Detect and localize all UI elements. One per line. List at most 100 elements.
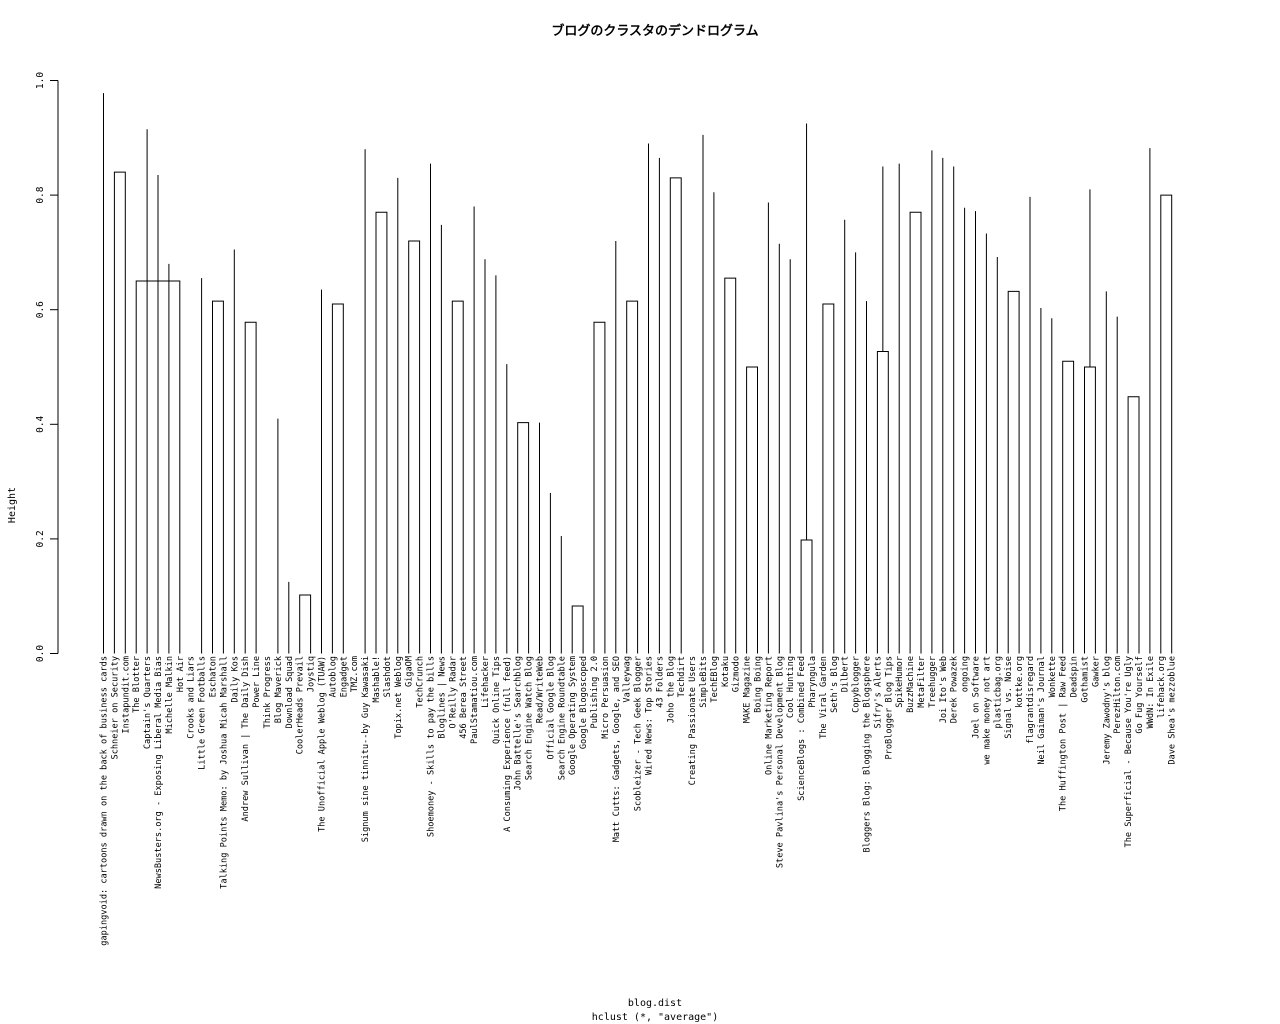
chart-title: ブログのクラスタのデンドログラム	[551, 23, 758, 39]
dendrogram-link	[113, 171, 126, 654]
dendrogram-link	[571, 605, 584, 654]
dendrogram-link	[626, 300, 639, 654]
leaf-label: Instapundit.com	[121, 656, 131, 734]
leaf-label: kottke.org	[1015, 656, 1025, 708]
leaf-label: TechCrunch	[416, 656, 426, 708]
leaf-label: Jeremy Zawodny's blog	[1102, 656, 1112, 765]
leaf-label: Joel on Software	[972, 656, 982, 739]
leaf-label: Treehugger	[928, 656, 938, 708]
y-tick-label: 0.4	[35, 415, 46, 432]
leaf-label: A Consuming Experience (full feed)	[503, 656, 513, 832]
leaf-label: Cool Hunting	[786, 656, 796, 718]
leaf-label: ongoing	[961, 656, 971, 692]
leaf-label: Sifry's Alerts	[873, 656, 883, 728]
leaf-label: Joystiq	[307, 656, 317, 692]
leaf-label: Andrew Sullivan | The Daily Dish	[241, 656, 251, 822]
y-axis: 0.0 0.2 0.4 0.6 0.8 1.0	[35, 72, 59, 662]
leaf-label: NewsBusters.org - Exposing Liberal Media…	[154, 656, 164, 889]
leaf-label: Bloggers Blog: Blogging the Blogsphere	[863, 656, 873, 853]
leaf-label: Signal vs. Noise	[1004, 656, 1014, 739]
leaf-label: Creating Passionate Users	[688, 656, 698, 785]
dendrogram-link	[331, 303, 344, 654]
leaf-label: Scobleizer - Tech Geek Blogger	[634, 656, 644, 811]
leaf-label: Dave Shea's mezzoblue	[1168, 656, 1178, 765]
leaf-label: Matt Cutts: Gadgets, Google, and SEO	[612, 656, 622, 842]
dendrogram-link	[212, 300, 224, 654]
dendrogram-link	[909, 211, 922, 654]
dendrogram-link	[746, 366, 758, 654]
y-tick-label: 1.0	[35, 72, 46, 89]
leaf-label: Power Line	[252, 656, 262, 708]
dendrogram-link	[1127, 396, 1140, 654]
leaf-label: Micro Persuasion	[601, 656, 611, 739]
leaf-label: Kotaku	[721, 656, 731, 687]
leaf-label: Wonkette	[1048, 656, 1058, 697]
leaf-label: Official Google Blog	[546, 656, 556, 759]
leaf-label: The Superficial - Because You're Ugly	[1124, 656, 1134, 847]
leaf-label: Mashable!	[372, 656, 382, 703]
leaf-label: Copyblogger	[852, 656, 862, 713]
leaf-label: SpikeHumor	[895, 656, 905, 708]
leaf-label: Michelle Malkin	[165, 656, 175, 734]
leaf-label: Deadspin	[1070, 656, 1080, 697]
leaf-label: Seth's Blog	[830, 656, 840, 713]
leaf-label: Online Marketing Report	[764, 656, 774, 775]
leaf-label: TechEBlog	[710, 656, 720, 703]
leaf-label: Captain's Quarters	[143, 656, 153, 749]
method-label: hclust (*, "average")	[592, 1012, 718, 1023]
leaf-label: MetaFilter	[917, 656, 927, 708]
leaf-label: Download Squad	[285, 656, 295, 728]
leaf-label: ProBlogger Blog Tips	[884, 656, 894, 759]
leaf-label: Eschaton	[209, 656, 219, 697]
leaf-label: WWdN: In Exile	[1146, 656, 1156, 728]
dendrogram-link	[822, 303, 835, 654]
leaf-label: Search Engine Roundtable	[557, 656, 567, 780]
leaf-label: plasticbag.org	[993, 656, 1003, 728]
leaf-label: MAKE Magazine	[743, 656, 753, 723]
leaf-label: gapingvoid: cartoons drawn on the back o…	[100, 656, 110, 946]
leaf-label: Daily Kos	[230, 656, 240, 703]
leaf-label: The Huffington Post | Raw Feed	[1059, 656, 1069, 811]
leaf-label: The Viral Garden	[819, 656, 829, 739]
leaf-label: flagrantdisregard	[1026, 656, 1036, 744]
dendrogram-link	[1062, 360, 1075, 654]
leaf-label: Joi Ito's Web	[939, 656, 949, 723]
leaf-label: Blog Maverick	[274, 655, 284, 723]
leaf-label: Read/WriteWeb	[536, 656, 546, 723]
leaf-label: Google Operating System	[568, 656, 578, 775]
leaf-label: Slashdot	[383, 656, 393, 697]
leaf-label: 43 Folders	[655, 656, 665, 708]
leaf-label: Little Green Footballs	[198, 656, 208, 770]
dendrogram-link	[1007, 290, 1020, 654]
leaf-label: Wired News: Top Stories	[645, 656, 655, 775]
leaf-labels: gapingvoid: cartoons drawn on the back o…	[100, 655, 1178, 946]
leaf-label: Hot Air	[176, 656, 186, 692]
dendrogram-link	[299, 594, 312, 654]
dendrogram-link	[800, 539, 813, 654]
leaf-label: Gizmodo	[732, 656, 742, 692]
leaf-label: GigaOM	[405, 656, 415, 687]
leaf-label: Publishing 2.0	[590, 656, 600, 728]
leaf-label: BuzzMachine	[906, 656, 916, 713]
y-axis-label: Height	[7, 487, 18, 523]
leaf-label: 456 Berea Street	[459, 656, 469, 739]
y-tick-label: 0.6	[35, 301, 46, 318]
leaf-label: Shoemoney - Skills to pay the bills	[427, 656, 437, 837]
leaf-label: Boing Boing	[754, 656, 764, 713]
leaf-label: Dilbert	[841, 656, 851, 692]
y-tick-label: 0.0	[35, 645, 46, 662]
leaf-label: Bloglines | News	[437, 656, 447, 739]
leaf-label: Google Blogoscoped	[579, 656, 589, 749]
leaf-label: Schneier on Security	[110, 656, 120, 759]
dendrogram-link	[669, 177, 682, 654]
leaf-label: Neil Gaiman's Journal	[1037, 656, 1047, 765]
leaf-label: CoolerHeads Prevail	[296, 656, 306, 754]
leaf-label: The Unofficial Apple Weblog (TUAW)	[318, 656, 328, 832]
leaf-label: Gawker	[1091, 656, 1101, 687]
leaf-label: Valleywag	[623, 656, 633, 703]
y-tick-label: 0.8	[35, 186, 46, 203]
leaf-label: John Battelle's Searchblog	[514, 656, 524, 791]
leaf-label: ScienceBlogs : Combined Feed	[797, 656, 807, 801]
leaf-label: Techdirt	[677, 656, 687, 697]
leaf-label: Search Engine Watch Blog	[525, 656, 535, 780]
